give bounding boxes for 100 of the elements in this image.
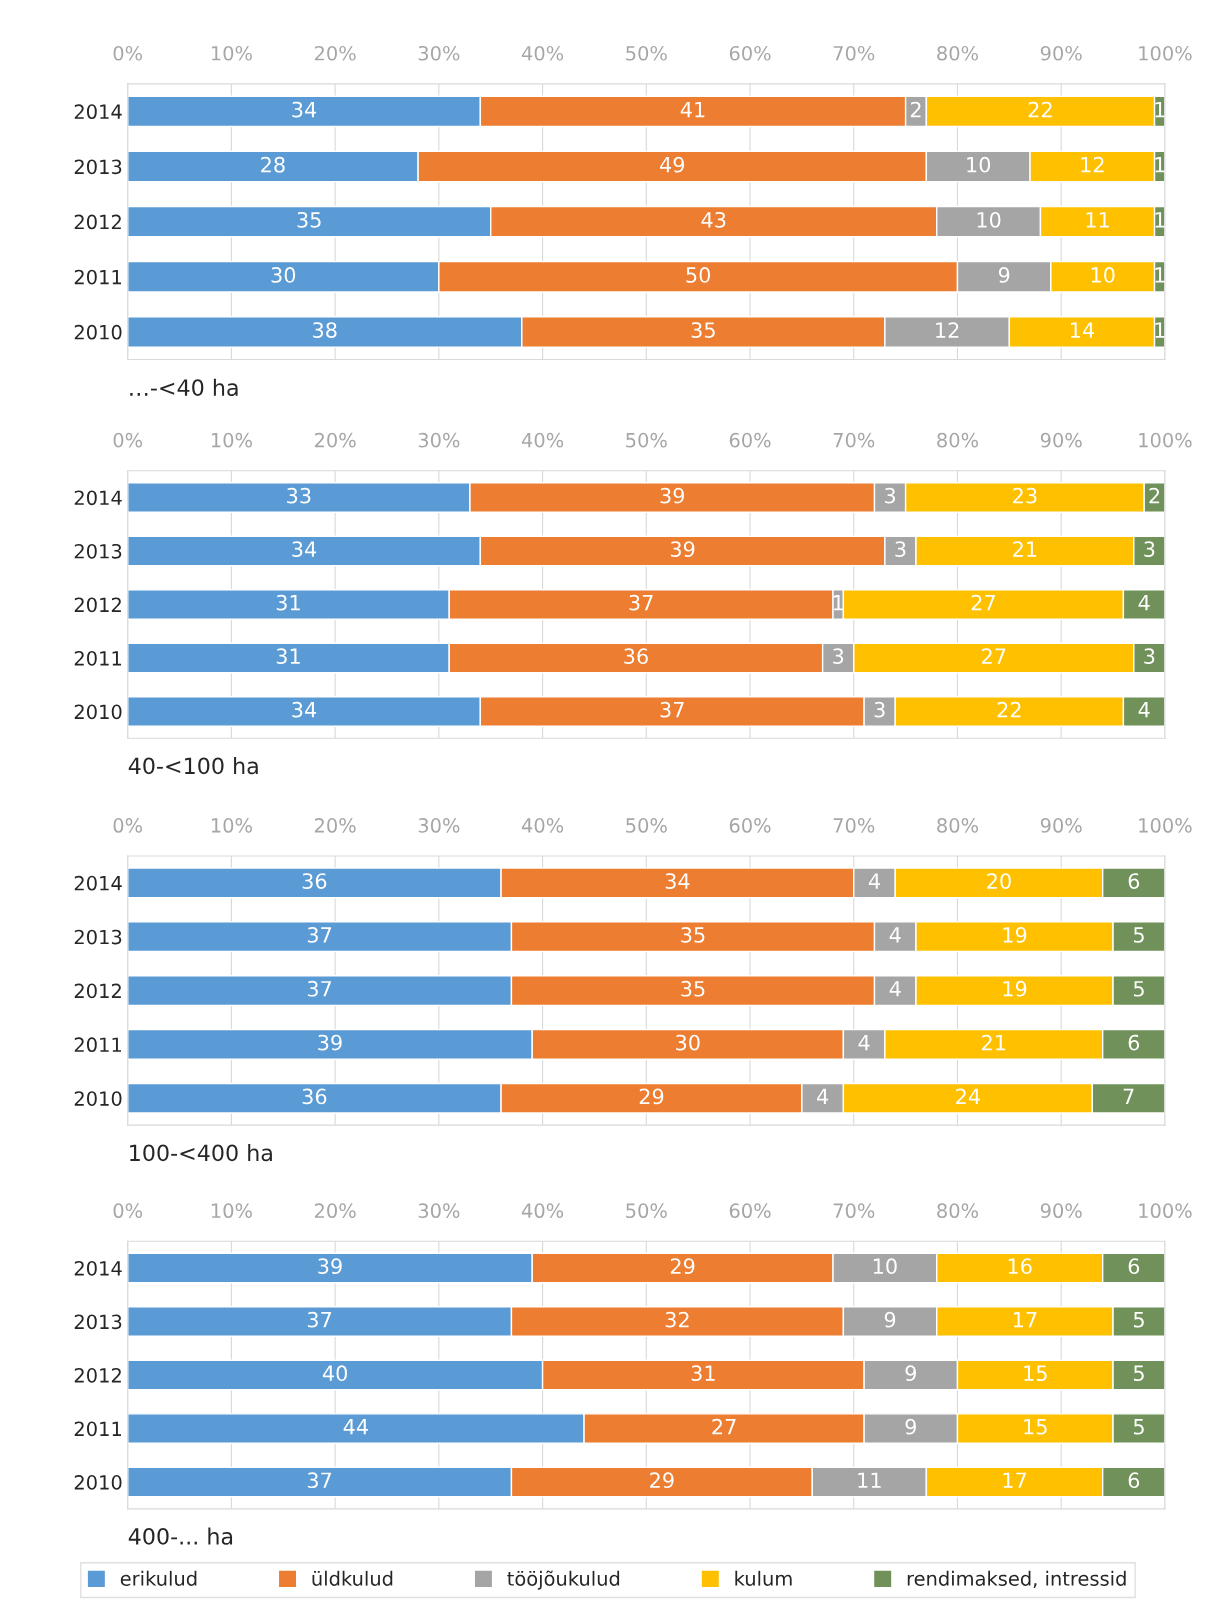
data-label: 36 (302, 873, 327, 889)
y-tick-label: 2013 (74, 1314, 122, 1330)
x-tick-label: 100% (1139, 45, 1192, 61)
data-label: 14 (1070, 322, 1095, 338)
data-label: 22 (997, 701, 1021, 718)
x-tick-label: 20% (314, 1203, 356, 1219)
data-label: 2 (910, 101, 921, 118)
data-label: 44 (343, 1419, 368, 1435)
legend-label: tööjõukulud (507, 1570, 620, 1590)
data-label: 3 (1144, 541, 1155, 558)
data-label: 10 (873, 1258, 897, 1275)
data-label: 37 (307, 1311, 332, 1328)
data-label: 9 (905, 1365, 916, 1382)
y-tick-label: 2011 (74, 269, 122, 285)
y-tick-label: 2011 (74, 1421, 122, 1437)
x-tick-label: 70% (833, 45, 875, 61)
data-label: 33 (287, 487, 311, 504)
x-tick-label: 60% (729, 1203, 771, 1219)
data-label: 27 (971, 594, 995, 611)
y-tick-label: 2014 (74, 104, 122, 120)
data-label: 21 (1013, 541, 1037, 557)
legend-label: erikulud (120, 1570, 197, 1586)
data-label: 39 (318, 1258, 342, 1275)
x-tick-label: 100% (1139, 1203, 1192, 1219)
data-label: 35 (691, 322, 715, 338)
data-label: 34 (292, 101, 317, 118)
data-label: 9 (905, 1418, 916, 1435)
data-label: 43 (701, 211, 726, 228)
x-tick-label: 0% (113, 432, 143, 448)
data-label: 34 (665, 873, 690, 889)
x-tick-label: 20% (314, 432, 356, 448)
data-label: 31 (691, 1365, 715, 1382)
data-label: 31 (276, 648, 300, 665)
x-tick-label: 70% (833, 818, 875, 833)
data-label: 34 (292, 541, 317, 558)
data-label: 30 (271, 267, 296, 283)
data-label: 29 (639, 1088, 664, 1105)
data-label: 5 (1133, 927, 1144, 943)
data-label: 37 (629, 594, 653, 611)
data-label: 39 (318, 1034, 342, 1051)
data-label: 50 (686, 267, 711, 283)
data-label: 15 (1024, 1419, 1047, 1435)
x-tick-label: 60% (729, 432, 771, 448)
data-label: 9 (998, 267, 1010, 283)
data-label: 38 (313, 322, 337, 338)
data-label: 5 (1133, 981, 1144, 997)
y-tick-label: 2010 (74, 1091, 122, 1106)
x-tick-label: 40% (521, 818, 564, 833)
data-label: 3 (895, 541, 906, 558)
y-tick-label: 2012 (74, 1367, 121, 1383)
x-tick-label: 0% (113, 45, 143, 61)
data-label: 35 (681, 980, 705, 997)
data-label: 6 (1128, 1258, 1140, 1275)
x-tick-label: 90% (1040, 432, 1082, 448)
data-label: 40 (322, 1365, 347, 1382)
data-label: 4 (858, 1034, 870, 1051)
y-tick-label: 2012 (74, 983, 121, 999)
legend-label: rendimaksed, intressid (907, 1570, 1126, 1588)
data-label: 41 (680, 101, 705, 118)
x-tick-label: 0% (113, 818, 143, 833)
x-tick-label: 20% (314, 45, 356, 61)
data-label: 3 (874, 701, 885, 718)
data-label: 6 (1128, 873, 1140, 889)
x-tick-label: 80% (937, 45, 979, 61)
data-label: 10 (967, 156, 991, 173)
legend-label: kulum (735, 1570, 792, 1586)
x-tick-label: 10% (211, 818, 252, 833)
data-label: 3 (885, 487, 896, 504)
data-label: 10 (977, 211, 1001, 228)
data-label: 1 (833, 595, 843, 611)
x-tick-label: 30% (418, 1203, 460, 1219)
x-tick-label: 40% (521, 432, 564, 448)
data-label: 2 (1149, 487, 1160, 504)
data-label: 34 (292, 701, 317, 718)
y-tick-label: 2014 (74, 875, 122, 891)
y-tick-label: 2014 (74, 1260, 122, 1276)
x-tick-label: 90% (1040, 1203, 1082, 1219)
data-label: 32 (665, 1311, 689, 1328)
y-tick-label: 2013 (74, 543, 122, 559)
data-label: 17 (1013, 1312, 1037, 1328)
data-label: 39 (660, 487, 685, 504)
data-label: 29 (650, 1472, 674, 1489)
data-label: 7 (1123, 1088, 1134, 1104)
data-label: 12 (936, 322, 959, 338)
data-label: 9 (884, 1311, 896, 1328)
data-label: 4 (1138, 595, 1150, 611)
y-tick-label: 2010 (74, 704, 122, 720)
x-tick-label: 60% (729, 45, 771, 61)
data-label: 36 (302, 1088, 327, 1105)
data-label: 19 (1003, 980, 1027, 997)
y-tick-label: 2012 (74, 214, 121, 230)
data-label: 3 (833, 648, 844, 665)
data-label: 20 (987, 873, 1011, 889)
data-label: 24 (956, 1088, 980, 1104)
data-label: 22 (1028, 101, 1052, 118)
data-label: 5 (1133, 1312, 1144, 1328)
data-label: 5 (1133, 1365, 1144, 1382)
x-tick-label: 80% (937, 1203, 979, 1219)
y-tick-label: 2011 (74, 650, 122, 666)
data-label: 27 (982, 648, 1006, 664)
